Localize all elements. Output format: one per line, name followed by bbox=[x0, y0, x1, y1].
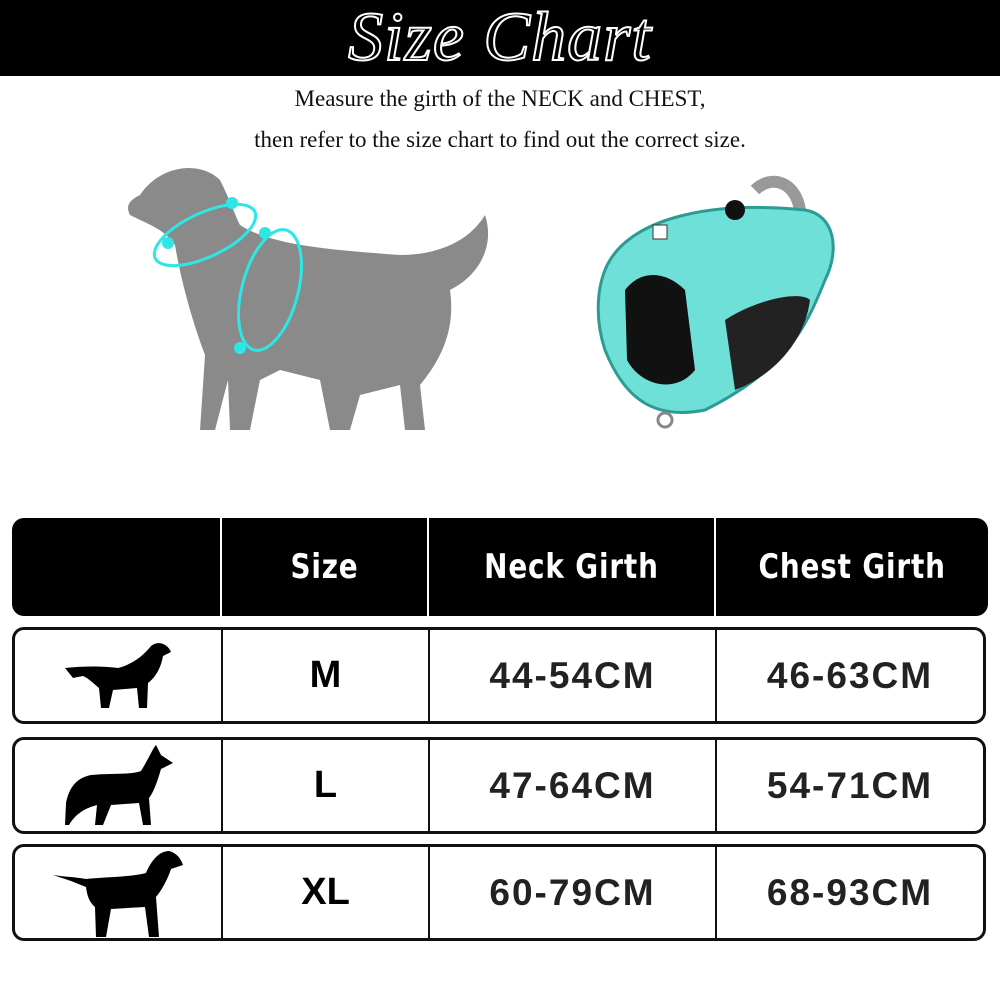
instruction-line-1: Measure the girth of the NECK and CHEST, bbox=[294, 86, 706, 111]
table-row: L 47-64CM 54-71CM bbox=[12, 737, 986, 834]
table-header: Size Neck Girth Chest Girth bbox=[12, 518, 988, 616]
header-size: Size bbox=[290, 547, 359, 587]
neck-girth-value: 44-54CM bbox=[489, 654, 656, 696]
medium-dog-silhouette-icon bbox=[65, 643, 171, 708]
neck-measure-ring bbox=[152, 202, 258, 268]
instruction-line-2: then refer to the size chart to find out… bbox=[254, 127, 746, 152]
neck-girth-value: 47-64CM bbox=[489, 764, 656, 806]
dog-measurement-illustration bbox=[128, 168, 489, 430]
table-row: XL 60-79CM 68-93CM bbox=[12, 844, 986, 941]
dog-silhouette-icon bbox=[128, 168, 489, 430]
header-neck-girth: Neck Girth bbox=[484, 547, 659, 587]
harness-illustration bbox=[596, 175, 835, 429]
chest-girth-value: 68-93CM bbox=[766, 871, 934, 913]
chest-girth-value: 54-71CM bbox=[766, 764, 934, 806]
chest-measure-ring bbox=[237, 228, 303, 352]
neck-girth-value: 60-79CM bbox=[489, 871, 656, 913]
header-chest-girth: Chest Girth bbox=[758, 547, 946, 587]
page-title: Size Chart bbox=[347, 0, 652, 76]
xl-dog-silhouette-icon bbox=[52, 850, 183, 937]
large-dog-silhouette-icon bbox=[64, 745, 173, 825]
chest-girth-value: 46-63CM bbox=[766, 654, 934, 696]
table-row: M 44-54CM 46-63CM bbox=[12, 627, 986, 724]
size-value: M bbox=[309, 654, 342, 696]
title-banner: Size Chart bbox=[0, 0, 1000, 76]
size-value: XL bbox=[301, 871, 350, 913]
size-value: L bbox=[313, 764, 338, 806]
